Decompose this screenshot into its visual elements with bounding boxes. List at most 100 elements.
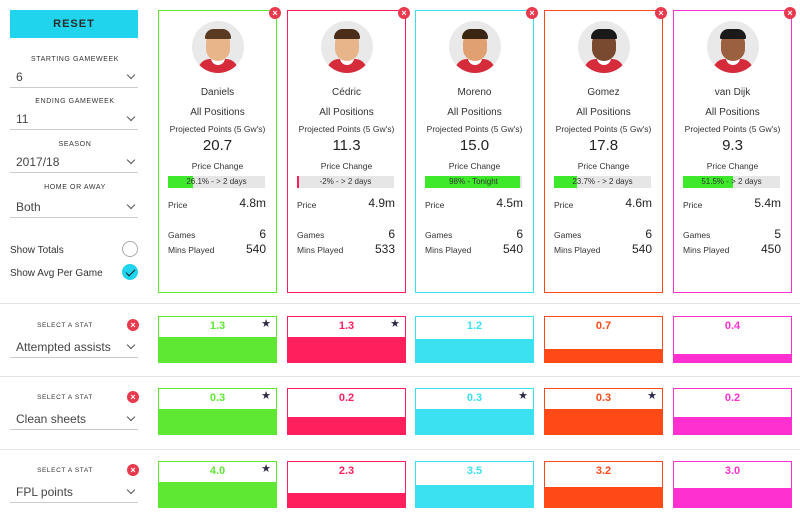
season-select[interactable]: 2017/18 [10, 151, 138, 173]
stat-bar: 2.3 [287, 461, 406, 508]
avatar-collar [468, 57, 482, 65]
games-value: 6 [259, 227, 266, 241]
price-value: 4.9m [368, 196, 395, 210]
mins-played-label: Mins Played [425, 245, 472, 255]
price-value: 4.6m [625, 196, 652, 210]
remove-player-icon[interactable]: × [526, 7, 538, 19]
mins-played-label: Mins Played [168, 245, 215, 255]
remove-stat-icon[interactable]: × [127, 464, 139, 476]
stat-bar-fill [416, 408, 533, 434]
player-avatar [449, 21, 501, 73]
star-icon: ★ [518, 390, 528, 402]
stat-bar: 0.2 [673, 388, 792, 435]
stat-bar: 0.4 [673, 316, 792, 363]
mins-played-value: 450 [760, 242, 781, 256]
ending-gameweek-value: 11 [16, 111, 29, 126]
ending-gameweek-select[interactable]: 11 [10, 108, 138, 130]
games-value: 6 [516, 227, 523, 241]
player-positions: All Positions [576, 107, 631, 118]
stat-select-value: Attempted assists [16, 339, 111, 354]
stat-bar: 1.3 ★ [287, 316, 406, 363]
chevron-down-icon [126, 340, 136, 350]
stat-bar: 0.3 ★ [544, 388, 663, 435]
show-avg-toggle[interactable]: Show Avg Per Game [10, 264, 138, 282]
stat-bar-fill [545, 408, 662, 434]
projected-points-value: 9.3 [722, 137, 743, 154]
projected-points-label: Projected Points (5 Gw's) [684, 124, 781, 134]
stat-bar: 3.0 [673, 461, 792, 508]
stat-select[interactable]: Clean sheets [10, 408, 138, 430]
chevron-down-icon [126, 112, 136, 122]
player-positions: All Positions [705, 107, 760, 118]
remove-player-icon[interactable]: × [269, 7, 281, 19]
stat-value: 3.0 [724, 465, 741, 477]
remove-stat-icon[interactable]: × [127, 391, 139, 403]
games-label: Games [168, 230, 196, 240]
projected-points-label: Projected Points (5 Gw's) [169, 124, 266, 134]
price-change-text: 23.7% - > 2 days [572, 177, 633, 186]
stat-select[interactable]: FPL points [10, 481, 138, 503]
divider [0, 303, 800, 304]
player-avatar [707, 21, 759, 73]
stat-select[interactable]: Attempted assists [10, 336, 138, 358]
price-value: 4.8m [239, 196, 266, 210]
starting-gameweek-select[interactable]: 6 [10, 66, 138, 88]
star-icon: ★ [261, 463, 271, 475]
avatar-kit [455, 59, 495, 73]
home-away-label: HOME OR AWAY [44, 184, 106, 191]
avatar-hair [462, 29, 488, 39]
projected-points-value: 11.3 [332, 137, 361, 154]
show-totals-toggle[interactable]: Show Totals [10, 241, 138, 259]
games-label: Games [683, 230, 711, 240]
price-change-label: Price Change [577, 161, 630, 171]
remove-player-icon[interactable]: × [398, 7, 410, 19]
chevron-down-icon [126, 200, 136, 210]
price-change-bar: 98% - Tonight [425, 176, 522, 188]
stat-value: 1.3 [209, 320, 226, 332]
stat-bar-fill [674, 417, 791, 434]
starting-gameweek-value: 6 [16, 69, 23, 84]
stat-value: 3.2 [595, 465, 612, 477]
star-icon: ★ [261, 318, 271, 330]
games-label: Games [297, 230, 325, 240]
player-positions: All Positions [190, 107, 245, 118]
player-name: Cédric [332, 87, 361, 98]
stat-value: 0.4 [724, 320, 741, 332]
player-positions: All Positions [319, 107, 374, 118]
player-name: van Dijk [714, 87, 751, 98]
price-change-bar: -2% - > 2 days [297, 176, 394, 188]
ending-gameweek-label: ENDING GAMEWEEK [35, 98, 115, 105]
remove-player-icon[interactable]: × [784, 7, 796, 19]
remove-player-icon[interactable]: × [655, 7, 667, 19]
stat-value: 0.3 [466, 392, 483, 404]
projected-points-value: 17.8 [588, 137, 619, 154]
divider [0, 449, 800, 450]
price-change-label: Price Change [448, 161, 501, 171]
price-label: Price [425, 200, 445, 210]
stat-value: 1.2 [466, 320, 483, 332]
chevron-down-icon [126, 412, 136, 422]
show-avg-checkbox[interactable] [122, 264, 138, 280]
player-name: Moreno [457, 87, 492, 98]
projected-points-label: Projected Points (5 Gw's) [426, 124, 523, 134]
price-label: Price [168, 200, 188, 210]
stat-bar-fill [288, 417, 405, 434]
show-totals-checkbox[interactable] [122, 241, 138, 257]
mins-played-value: 540 [502, 242, 523, 256]
stat-value: 3.5 [466, 465, 483, 477]
stat-bar: 4.0 ★ [158, 461, 277, 508]
player-name: Gomez [587, 87, 620, 98]
star-icon: ★ [390, 318, 400, 330]
stat-bar: 1.3 ★ [158, 316, 277, 363]
reset-button[interactable]: RESET [10, 10, 138, 38]
stat-bar-fill [545, 348, 662, 362]
stat-bar-fill [416, 338, 533, 362]
games-value: 6 [388, 227, 395, 241]
projected-points-label: Projected Points (5 Gw's) [555, 124, 652, 134]
stat-bar-fill [674, 488, 791, 507]
avatar-kit [327, 59, 367, 73]
star-icon: ★ [647, 390, 657, 402]
home-away-select[interactable]: Both [10, 196, 138, 218]
remove-stat-icon[interactable]: × [127, 319, 139, 331]
select-stat-label: SELECT A STAT [37, 394, 93, 401]
